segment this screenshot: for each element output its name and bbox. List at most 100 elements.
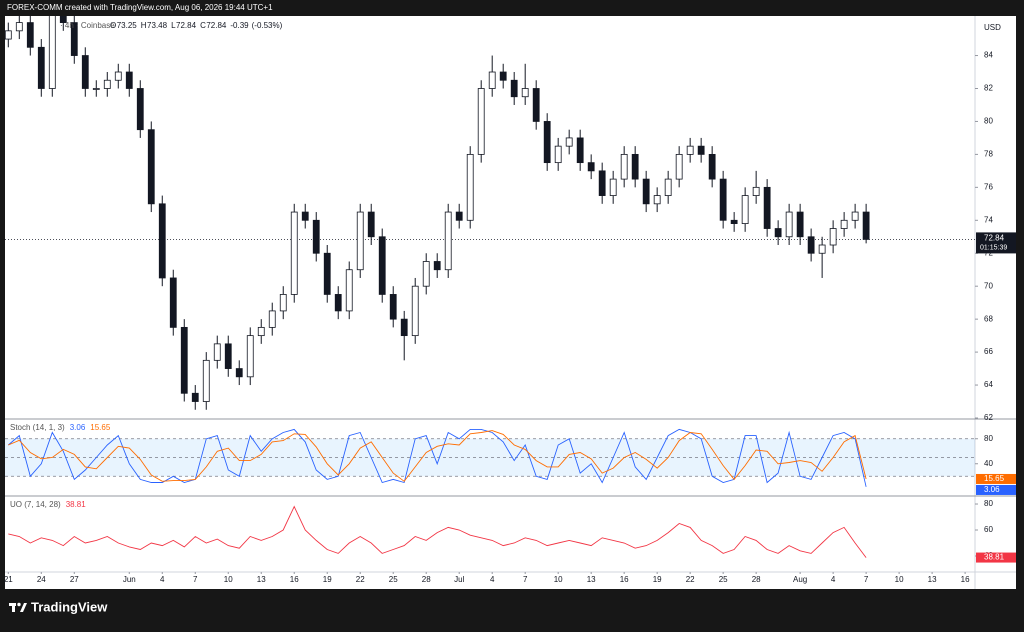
candle-body [708,153,716,180]
candle-body [675,153,683,180]
value-box-label: 15.65 [984,474,1005,483]
candle-body [389,294,397,320]
indicator-title: Stoch (14, 1, 3) [10,423,65,432]
candle-body [521,88,529,98]
x-tick-label: 16 [961,575,970,584]
candle-body [774,228,782,238]
value-box [976,552,1016,563]
candle-body [642,178,650,205]
candle-body [785,211,793,238]
candle-body [719,178,727,221]
candle-body [587,162,595,172]
header-text: FOREX-COMM created with TradingView.com,… [7,3,273,12]
value-box-label: 3.06 [984,485,1000,494]
candle-body [334,294,342,312]
candle-body [279,294,287,312]
candle-body [455,211,463,221]
indicator-line [8,428,867,487]
candle-body [136,88,144,131]
x-tick-label: 21 [4,575,13,584]
y-tick-label: 60 [984,525,993,534]
last-price-label: 72.84 [984,234,1005,243]
x-tick-label: 13 [587,575,596,584]
indicator-line [8,430,867,482]
candle-body [862,211,870,240]
candle-body [202,359,210,402]
x-tick-label: 28 [752,575,761,584]
candle-body [158,203,166,279]
candle-body [345,269,353,312]
candle-body [488,71,496,89]
candle-body [180,326,188,394]
candle-body [169,277,177,328]
candle-body [818,244,826,254]
pane [5,16,975,410]
candle-body [367,211,375,238]
band [5,438,975,477]
candle-body [433,261,441,271]
candle-body [532,88,540,122]
candle-body [620,153,628,180]
x-tick-label: 25 [389,575,398,584]
candle-body [554,145,562,164]
candle-body [477,88,485,155]
last-price-box [976,232,1016,254]
candle-body [235,368,243,378]
x-tick-label: 7 [864,575,869,584]
candle-body [81,55,89,89]
value-box [976,473,1016,484]
candle-body [840,219,848,229]
candle-body [378,236,386,295]
candle-body [26,22,34,48]
x-tick-label: 19 [323,575,332,584]
candle-body [92,88,100,90]
candle-body [510,79,518,98]
candle-body [741,195,749,224]
candle-body [224,343,232,369]
candle-body [103,79,111,89]
candle-body [257,326,265,337]
legend-key: C [200,21,206,30]
x-tick-label: 13 [928,575,937,584]
x-tick-label: Aug [793,575,807,584]
candle-body [268,310,276,328]
x-tick-label: 28 [422,575,431,584]
legend-key: H [141,21,147,30]
legend-value: 38.81 [66,500,87,509]
candle-body [609,178,617,196]
indicator-title: UO (7, 14, 28) [10,500,61,509]
candle-body [631,153,639,180]
candle-body [301,211,309,221]
candle-body [125,71,133,89]
candle-body [59,16,67,23]
candle-body [653,195,661,205]
y-tick-label: 74 [984,215,993,224]
pane [8,505,867,558]
candle-body [356,211,364,271]
candle-body [48,16,56,89]
y-tick-label: 82 [984,84,993,93]
candle-body [400,318,408,337]
legend-value: 73.25 [117,21,138,30]
candle-body [796,211,804,238]
y-tick-label: 68 [984,314,993,323]
legend-key: L [171,21,176,30]
candle-body [664,178,672,196]
y-tick-label: 64 [984,380,993,389]
x-tick-label: 10 [554,575,563,584]
value-box [976,484,1016,495]
x-tick-label: 22 [356,575,365,584]
y-tick-label: 80 [984,434,993,443]
candle-body [114,71,122,81]
candle-body [444,211,452,271]
candle-body [565,137,573,147]
candle-body [829,228,837,246]
candle-body [697,145,705,155]
legend-value: 72.84 [176,21,197,30]
x-tick-label: Jul [454,575,464,584]
candle-body [752,186,760,196]
candle-body [807,236,815,254]
x-tick-label: 4 [160,575,165,584]
